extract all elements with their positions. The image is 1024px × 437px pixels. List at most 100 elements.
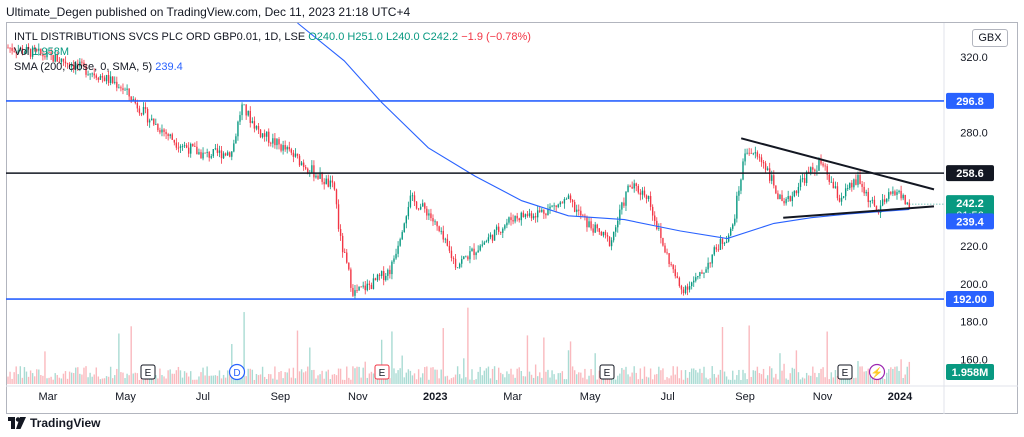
sma-200-line[interactable]: [297, 22, 910, 240]
x-tick-label: Nov: [813, 391, 833, 403]
candle-body: [17, 50, 19, 53]
x-tick-label: Mar: [503, 391, 522, 403]
volume-bar: [740, 379, 742, 384]
candle-body: [863, 186, 865, 194]
candle-body: [46, 51, 48, 58]
candle-body: [838, 198, 841, 202]
volume-bar: [422, 373, 424, 384]
candle-body: [436, 221, 438, 227]
volume-bar: [734, 379, 736, 384]
candle-body: [52, 55, 54, 62]
volume-bar: [805, 372, 808, 384]
x-tick-label: May: [580, 391, 601, 403]
candle-body: [701, 272, 703, 274]
candle-body: [231, 151, 233, 157]
event-marker-label: E: [842, 368, 849, 379]
volume-bar: [440, 369, 442, 384]
legend-symbol: INTL DISTRIBUTIONS SVCS PLC ORD GBP0.01,…: [14, 31, 306, 43]
volume-bar: [795, 350, 798, 384]
volume-bar: [855, 377, 857, 384]
legend-vol-label: Vol: [14, 46, 30, 58]
candle-body: [467, 256, 469, 260]
triangle-trendline-upper[interactable]: [740, 137, 935, 191]
volume-bar: [664, 379, 666, 384]
volume-bar: [181, 377, 184, 384]
volume-bar: [196, 379, 198, 384]
x-tick-label: Jul: [661, 391, 675, 403]
candle-body: [760, 157, 763, 163]
candle-body: [77, 63, 79, 67]
candle-body: [19, 48, 22, 51]
volume-bar: [904, 374, 906, 384]
legend-change: −1.9 (−0.78%): [461, 31, 531, 43]
candle-body: [656, 220, 658, 229]
earnings-event-icon[interactable]: [837, 364, 853, 380]
volume-bar: [705, 377, 707, 384]
volume-bar: [541, 377, 543, 384]
volume-bar: [680, 370, 683, 384]
candle-body: [471, 248, 473, 252]
candle-body: [270, 142, 272, 144]
candle-body: [836, 186, 839, 199]
candle-body: [36, 49, 38, 51]
candle-body: [317, 175, 319, 179]
candle-body: [522, 212, 525, 218]
candle-body: [715, 247, 718, 250]
volume-bar: [206, 366, 208, 384]
volume-bar: [615, 379, 617, 384]
volume-bar: [411, 375, 414, 384]
candle-body: [222, 153, 225, 159]
volume-bar: [101, 378, 104, 384]
volume-bar: [635, 372, 637, 384]
currency-button[interactable]: GBX: [972, 29, 1008, 47]
volume-bar: [313, 369, 315, 384]
dividend-event-icon[interactable]: [228, 363, 246, 381]
volume-tag: [946, 364, 994, 380]
candle-body: [66, 63, 69, 65]
candle-body: [582, 215, 584, 217]
footer-brand[interactable]: TradingView: [8, 416, 100, 430]
candle-body: [235, 136, 237, 144]
chart-container[interactable]: [6, 22, 1018, 414]
earnings-event-icon[interactable]: [599, 364, 615, 380]
candle-body: [405, 216, 408, 224]
candle-body: [623, 202, 625, 206]
triangle-trendline-lower[interactable]: [783, 205, 935, 219]
volume-bar: [723, 371, 726, 384]
candle-body: [584, 215, 586, 217]
candle-body: [886, 198, 888, 202]
volume-bar: [444, 376, 447, 384]
volume-bar: [212, 375, 215, 384]
volume-bar: [200, 372, 202, 384]
candle-body: [48, 51, 50, 53]
candle-body: [690, 282, 693, 287]
volume-bar: [686, 377, 689, 384]
candle-body: [165, 131, 167, 135]
volume-bar: [450, 378, 453, 384]
volume-bar: [461, 378, 463, 384]
candle-body: [465, 256, 467, 258]
volume-bar: [596, 379, 598, 384]
volume-bar: [485, 368, 488, 384]
volume-bar: [56, 375, 58, 384]
earnings-event-icon[interactable]: [140, 364, 156, 380]
volume-bar: [582, 377, 584, 384]
candle-body: [151, 118, 153, 121]
volume-bar: [68, 371, 71, 384]
level-price-tag-label: 258.6: [956, 168, 984, 180]
candle-body: [413, 195, 416, 202]
volume-bar: [454, 374, 457, 384]
candle-body: [364, 285, 366, 291]
volume-bar: [617, 375, 619, 384]
candle-body: [629, 185, 631, 187]
volume-bar: [393, 368, 395, 384]
split-event-icon[interactable]: [868, 363, 886, 381]
earnings-event-icon[interactable]: [374, 364, 390, 380]
volume-bar: [87, 377, 89, 384]
candle-body: [159, 130, 161, 133]
volume-bar: [77, 367, 79, 384]
x-tick-label: Mar: [39, 391, 58, 403]
candle-body: [376, 274, 379, 281]
candle-body: [814, 169, 816, 172]
